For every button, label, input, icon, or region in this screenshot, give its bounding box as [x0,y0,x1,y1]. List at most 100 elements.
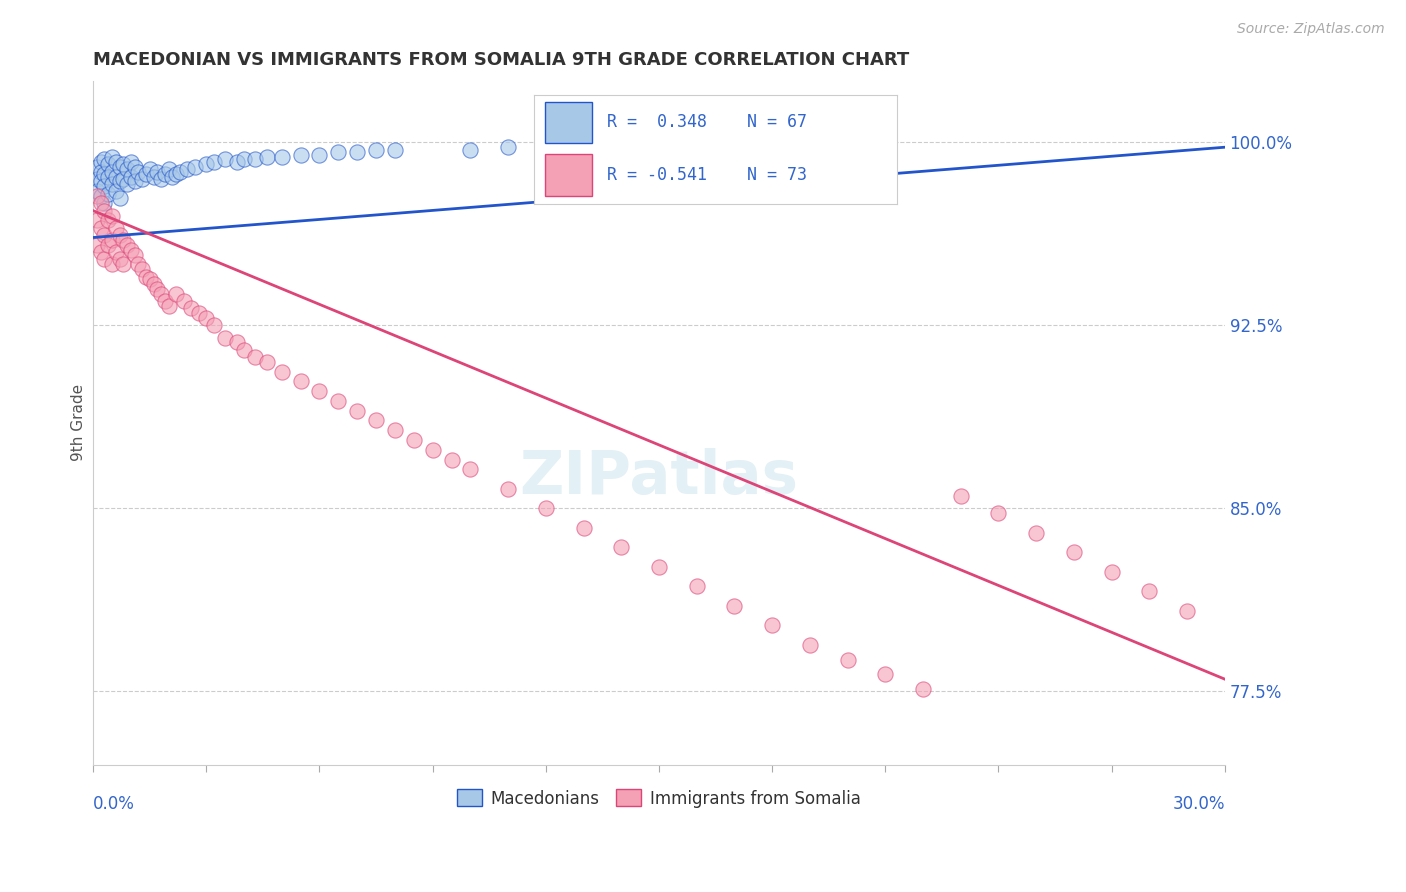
Point [987,506,1010,520]
Point [93,153,115,167]
Point [124,174,146,188]
Point [761,140,783,154]
Point [153,293,176,308]
Point [157,299,180,313]
Legend: Macedonians, Immigrants from Somalia: Macedonians, Immigrants from Somalia [451,783,868,814]
Point [799,638,821,652]
Point [308,384,330,399]
Point [290,147,312,161]
Point [101,257,124,271]
Text: 0.0%: 0.0% [93,795,135,813]
Point [97,157,120,171]
Point [108,160,131,174]
Y-axis label: 9th Grade: 9th Grade [72,384,86,461]
Point [146,282,169,296]
Point [104,184,127,198]
Point [108,191,131,205]
Point [93,167,115,181]
Point [112,157,135,171]
Point [225,335,247,350]
Point [120,154,142,169]
Point [139,272,162,286]
Point [328,394,350,409]
Text: 30.0%: 30.0% [1173,795,1225,813]
Point [115,162,138,177]
Point [101,177,124,191]
Point [86,172,108,186]
Point [93,179,115,194]
Point [364,413,387,427]
Text: Source: ZipAtlas.com: Source: ZipAtlas.com [1237,22,1385,37]
Point [131,172,153,186]
Point [875,667,897,681]
Point [572,521,595,535]
Text: MACEDONIAN VS IMMIGRANTS FROM SOMALIA 9TH GRADE CORRELATION CHART: MACEDONIAN VS IMMIGRANTS FROM SOMALIA 9T… [93,51,910,69]
Point [225,154,247,169]
Point [256,355,278,369]
Point [90,245,112,260]
Point [837,652,859,666]
Point [184,160,207,174]
Point [135,167,157,181]
Point [290,375,312,389]
Point [202,154,225,169]
Point [112,233,135,247]
Point [460,462,482,476]
Point [86,237,108,252]
Point [135,269,157,284]
Point [173,293,195,308]
Point [723,599,745,613]
Point [93,228,115,243]
Point [402,433,425,447]
Point [97,169,120,184]
Point [837,137,859,152]
Point [101,150,124,164]
Point [169,164,191,178]
Point [233,343,256,357]
Point [127,164,149,178]
Point [108,228,131,243]
Point [93,252,115,267]
Point [104,154,127,169]
Point [115,177,138,191]
Point [384,143,406,157]
Point [245,350,267,364]
Point [104,220,127,235]
Point [139,162,162,177]
Point [150,172,173,186]
Point [245,153,267,167]
Point [202,318,225,333]
Point [346,403,368,417]
Point [591,143,613,157]
Point [112,172,135,186]
Point [328,145,350,160]
Point [761,618,783,632]
Point [346,145,368,160]
Point [124,160,146,174]
Point [90,174,112,188]
Point [270,150,292,164]
Point [90,154,112,169]
Point [104,169,127,184]
Point [86,160,108,174]
Point [108,174,131,188]
Point [165,286,187,301]
Point [157,162,180,177]
Point [685,579,707,593]
Point [534,501,557,516]
Point [460,143,482,157]
Point [195,157,218,171]
Point [115,237,138,252]
Point [195,311,218,326]
Point [180,301,202,316]
Point [214,153,236,167]
Point [86,189,108,203]
Point [384,423,406,437]
Point [142,169,165,184]
Point [101,209,124,223]
Point [256,150,278,164]
Point [86,213,108,227]
Point [101,164,124,178]
Point [270,365,292,379]
Point [723,137,745,152]
